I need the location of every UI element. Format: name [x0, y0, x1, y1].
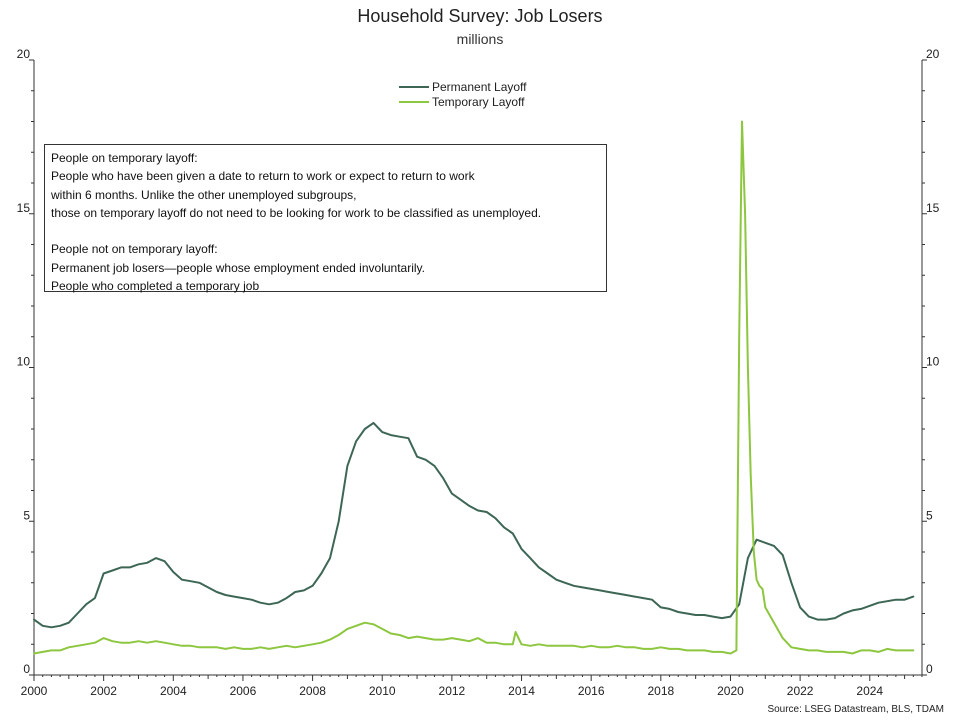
annotation-line: People who completed a temporary job	[51, 279, 260, 294]
legend: Permanent Layoff Temporary Layoff	[399, 79, 527, 109]
y-tick-label-left: 0	[23, 662, 30, 676]
annotation-line: People not on temporary layoff:	[51, 242, 218, 257]
annotation-line: Permanent job losers—people whose employ…	[51, 260, 425, 275]
x-tick-label: 2000	[21, 684, 48, 698]
x-tick-label: 2010	[369, 684, 396, 698]
series-line-permanent-layoff	[33, 421, 915, 629]
y-tick-label-left: 10	[17, 355, 31, 369]
legend-label-temporary: Temporary Layoff	[432, 94, 525, 109]
x-tick-label: 2016	[578, 684, 605, 698]
x-tick-label: 2012	[439, 684, 466, 698]
source-note: Source: LSEG Datastream, BLS, TDAM	[767, 704, 944, 715]
series-line-temporary-layoff	[33, 120, 915, 655]
chart-subtitle: millions	[456, 31, 504, 47]
annotation-line: People on temporary layoff:	[51, 151, 198, 165]
chart-title: Household Survey: Job Losers	[357, 6, 603, 26]
y-tick-label-right: 20	[926, 47, 940, 61]
legend-item-temporary: Temporary Layoff	[399, 94, 527, 109]
legend-item-permanent: Permanent Layoff	[399, 79, 527, 94]
annotation-line: those on temporary layoff do not need to…	[51, 205, 542, 220]
y-tick-label-right: 5	[926, 508, 933, 522]
series-layer	[33, 120, 915, 655]
x-tick-label: 2008	[299, 684, 326, 698]
x-tick-label: 2022	[787, 684, 814, 698]
x-tick-label: 2002	[90, 684, 117, 698]
y-tick-label-left: 5	[23, 508, 30, 522]
x-tick-label: 2020	[717, 684, 744, 698]
y-tick-label-right: 10	[926, 355, 940, 369]
y-tick-label-left: 15	[17, 201, 31, 215]
legend-label-permanent: Permanent Layoff	[432, 79, 527, 94]
x-tick-label: 2018	[647, 684, 674, 698]
y-tick-label-right: 15	[926, 201, 940, 215]
x-tick-label: 2004	[160, 684, 187, 698]
y-tick-label-left: 20	[17, 47, 31, 61]
y-tick-label-right: 0	[926, 662, 933, 676]
legend-swatch-permanent	[399, 85, 429, 88]
annotation-line: within 6 months. Unlike the other unempl…	[51, 187, 357, 202]
x-tick-label: 2014	[508, 684, 535, 698]
annotation-line: People who have been given a date to ret…	[51, 169, 475, 184]
x-tick-label: 2024	[856, 684, 883, 698]
legend-swatch-temporary	[399, 100, 429, 103]
x-tick-label: 2006	[230, 684, 257, 698]
annotation-line	[51, 222, 600, 240]
annotation-box: People on temporary layoff: People who h…	[44, 144, 607, 294]
